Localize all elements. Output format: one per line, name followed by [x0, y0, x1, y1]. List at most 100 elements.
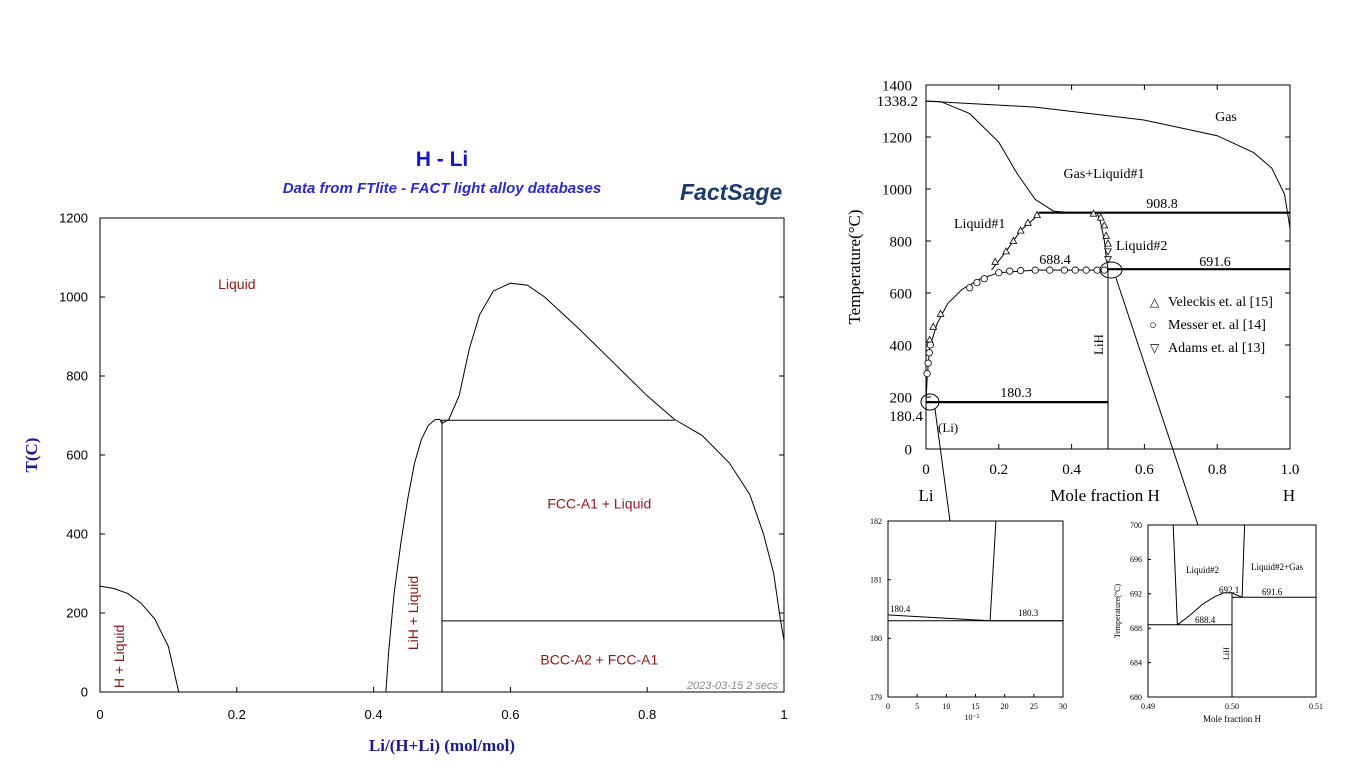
annotation-691-6: 691.6 [1199, 255, 1231, 270]
data-point-veleckis [1096, 213, 1105, 221]
zoom-connector-low [934, 408, 951, 522]
region-gas-liquid1: Gas+Liquid#1 [1064, 167, 1145, 182]
data-point-messer [966, 284, 974, 292]
phase-boundary-1 [385, 419, 443, 693]
data-point-veleckis [1102, 231, 1111, 239]
y-tick-label: 200 [66, 606, 88, 621]
y-tick-label: 600 [890, 286, 913, 302]
region-label: H + Liquid [111, 625, 127, 688]
x-tick-label: 20 [1001, 702, 1009, 711]
data-point-messer [925, 349, 933, 357]
data-point-veleckis [1033, 210, 1041, 218]
y-axis-label: T(C) [22, 438, 41, 473]
annotation-691-6: 691.6 [1262, 587, 1283, 597]
y-tick-label: 1200 [882, 130, 912, 146]
data-point-messer [1031, 266, 1039, 274]
phase-boundary-1 [925, 100, 1291, 229]
data-point-messer [1100, 266, 1108, 274]
x-tick-label: 0.4 [365, 707, 383, 722]
y-tick-label: 180 [870, 634, 882, 643]
chart-subtitle: Data from FTlite - FACT light alloy data… [283, 180, 601, 197]
x-tick-label: 0 [886, 702, 890, 711]
y-tick-label: 0 [905, 442, 913, 458]
region-lih: LiH [1222, 647, 1231, 660]
factsage-h-li-chart: H - Li Data from FTlite - FACT light all… [22, 148, 788, 755]
region-liquid2: Liquid#2 [1186, 565, 1219, 575]
x-tick-label: 0.8 [638, 707, 656, 722]
x-tick-label: 0.49 [1141, 702, 1155, 711]
y-tick-label: 692 [1130, 590, 1142, 599]
chart-title: H - Li [416, 148, 469, 171]
data-point-messer [923, 369, 931, 378]
data-point-messer [1046, 266, 1054, 274]
data-point-messer [973, 278, 981, 287]
x-tick-label: 1 [780, 707, 787, 722]
phase-boundary-4 [1172, 524, 1178, 625]
x-tick-label: 0.6 [1135, 462, 1154, 478]
y-tick-label: 600 [66, 448, 88, 463]
data-point-messer [980, 275, 988, 283]
legend-label: Veleckis et. al [15] [1168, 295, 1273, 310]
y-tick-label: 680 [1130, 693, 1142, 702]
y-tick-label: 688 [1130, 624, 1142, 633]
region-lih: LiH [1091, 334, 1106, 355]
phase-boundary-5 [1241, 524, 1246, 598]
x-tick-label: 0.4 [1062, 462, 1081, 478]
data-point-messer [926, 341, 934, 349]
inset-lih-chart: Temperature(°C) Mole fraction H Liquid#2… [1113, 521, 1323, 724]
data-point-veleckis [1002, 247, 1011, 255]
x-tick-label: 1.0 [1281, 462, 1300, 478]
y-tick-label: 1200 [59, 211, 88, 226]
y-tick-label: 179 [870, 693, 882, 702]
y-tick-label: 684 [1130, 658, 1142, 667]
footer-timestamp: 2023-03-15 2 secs [686, 680, 779, 692]
factsage-logo-text: FactSage [680, 179, 782, 205]
data-point-veleckis [929, 322, 938, 330]
x-axis-label: Mole fraction H [1050, 486, 1160, 505]
data-point-veleckis [1023, 218, 1032, 226]
y-tick-label: 700 [1130, 521, 1142, 530]
phase-boundary-0 [99, 585, 180, 693]
phase-boundary-3 [674, 419, 785, 641]
x-tick-label: 25 [1030, 702, 1038, 711]
y-axis-label: Temperature(°C) [845, 209, 864, 324]
legend-marker: ▽ [1150, 341, 1160, 355]
data-point-veleckis [1089, 209, 1098, 217]
region-label: FCC-A1 + Liquid [547, 495, 651, 511]
x-axis-label: Mole fraction H [1203, 714, 1261, 724]
y-tick-label: 400 [66, 527, 88, 542]
x-tick-label: 0.50 [1225, 702, 1239, 711]
phase-boundary-2 [989, 520, 997, 621]
y-tick-label: 1000 [59, 290, 88, 305]
annotation-180-3: 180.3 [1000, 386, 1032, 401]
y-tick-label: 800 [890, 234, 913, 250]
annotation-692-1: 692.1 [1219, 585, 1239, 595]
data-point-messer [1082, 266, 1090, 274]
y-axis-label: Temperature(°C) [1113, 584, 1122, 639]
zoom-circle-low [920, 393, 940, 411]
data-point-messer [1071, 266, 1079, 274]
data-point-veleckis [1016, 226, 1025, 234]
region-liquid2: Liquid#2 [1116, 239, 1167, 254]
phase-boundary-0 [925, 100, 1072, 214]
y-tick-label: 400 [890, 338, 913, 354]
legend-marker: ○ [1149, 317, 1157, 332]
annotation-180-3: 180.3 [1018, 608, 1039, 618]
data-point-veleckis [991, 257, 1000, 265]
y-tick-label: 182 [870, 517, 882, 526]
end-label-li: Li [918, 486, 933, 505]
end-label-h: H [1283, 486, 1295, 505]
phase-boundary-2 [1177, 592, 1243, 626]
region-label: BCC-A2 + FCC-A1 [540, 651, 658, 667]
inset-li-rich-chart: 10⁻⁵ 180.4 180.3 0 5 10 15 20 25 30 179 180 181 18… [870, 517, 1067, 722]
x-axis-label: Li/(H+Li) (mol/mol) [369, 736, 515, 755]
region-liquid1: Liquid#1 [954, 217, 1005, 232]
y-tick-label-extra: 180.4 [889, 409, 923, 425]
data-point-messer [1060, 266, 1068, 274]
data-point-messer [995, 269, 1003, 277]
x-tick-label: 0.51 [1309, 702, 1323, 711]
data-point-messer [924, 359, 932, 367]
region-liquid2-gas: Liquid#2+Gas [1251, 562, 1304, 572]
data-point-adams [1104, 248, 1112, 256]
